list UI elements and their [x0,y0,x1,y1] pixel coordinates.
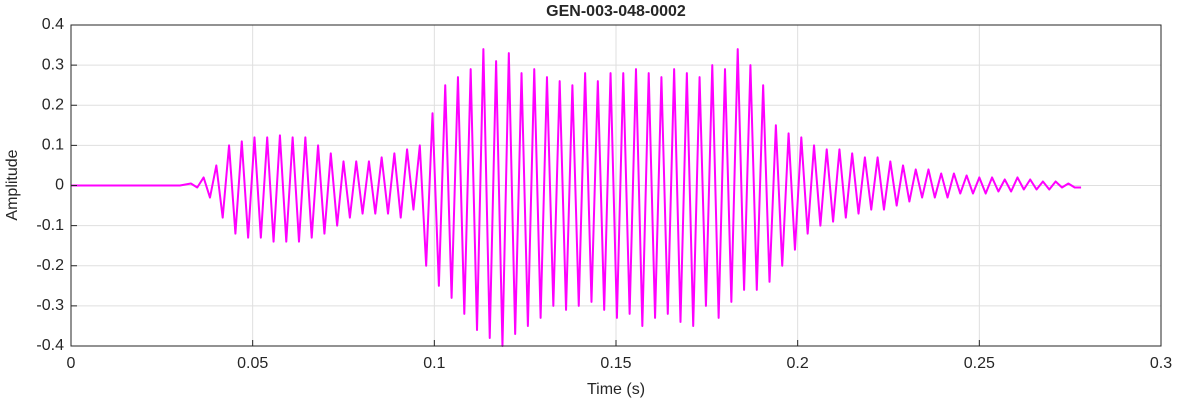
y-tick-label: 0.3 [42,56,64,73]
x-tick-label: 0 [67,355,76,372]
y-tick-label: -0.1 [36,217,64,234]
y-tick-label: 0.2 [42,96,64,113]
y-tick-label: -0.3 [36,297,64,314]
series [71,48,1082,347]
y-axis-label: Amplitude [4,149,21,220]
y-tick-label: 0 [55,177,64,194]
x-tick-label: 0.05 [237,355,268,372]
chart-title: GEN-003-048-0002 [546,3,686,20]
y-tick-label: 0.4 [42,16,64,33]
ticks: 0 0.05 0.1 0.15 0.2 0.25 0.3 -0.4 -0.3 -0.2 -0.1 0 0… [36,16,1172,372]
x-tick-label: 0.25 [964,355,995,372]
x-tick-label: 0.3 [1150,355,1172,372]
x-tick-label: 0.1 [423,355,445,372]
x-tick-label: 0.2 [787,355,809,372]
x-tick-label: 0.15 [600,355,631,372]
y-tick-label: -0.2 [36,257,64,274]
x-axis-label: Time (s) [587,381,645,398]
waveform-line [71,48,1082,347]
y-tick-label: 0.1 [42,137,64,154]
y-tick-label: -0.4 [36,337,64,354]
